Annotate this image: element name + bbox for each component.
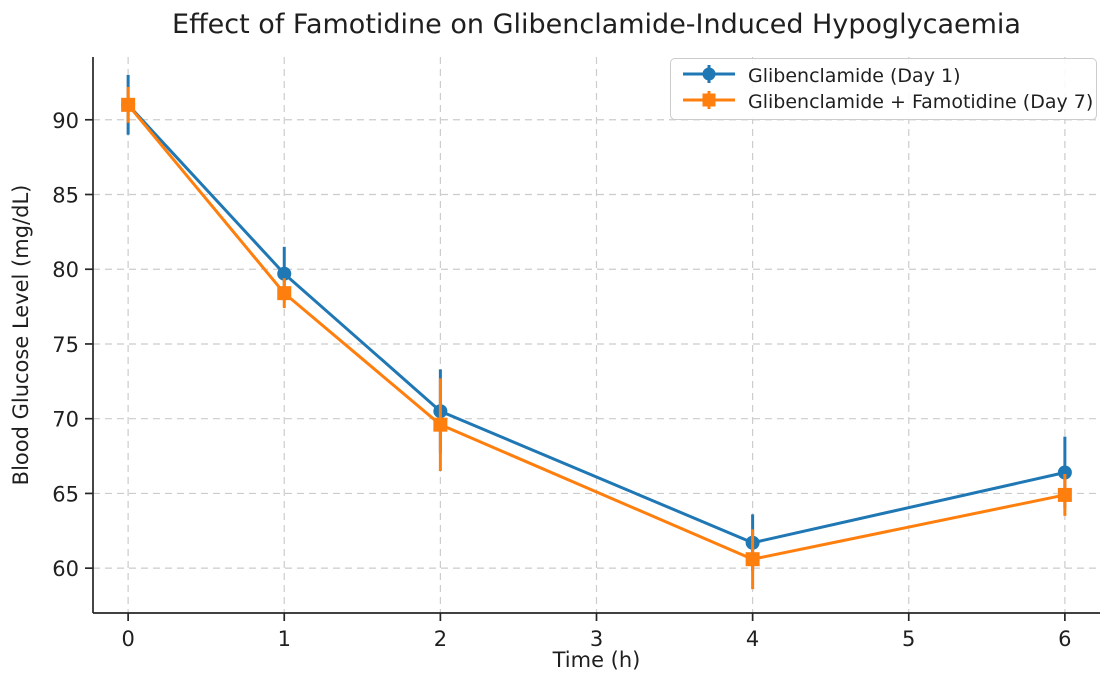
series-line — [126, 103, 1066, 561]
x-tick-label: 0 — [121, 627, 134, 651]
y-tick-label: 85 — [52, 184, 79, 208]
legend-marker — [702, 67, 716, 81]
series-day7 — [121, 86, 1072, 590]
y-tick-label: 80 — [52, 258, 79, 282]
data-point-marker — [121, 97, 136, 112]
legend-sample-glyph — [683, 64, 735, 83]
x-tick-label: 1 — [278, 627, 291, 651]
x-axis-label: Time (h) — [552, 648, 641, 672]
y-tick-label: 90 — [52, 109, 79, 133]
legend-label-day7: Glibenclamide + Famotidine (Day 7) — [748, 91, 1094, 114]
legend-item-day7: Glibenclamide + Famotidine (Day 7) — [681, 89, 1093, 115]
legend: Glibenclamide (Day 1) Glibenclamide + Fa… — [670, 58, 1097, 120]
data-point-marker — [1057, 487, 1072, 502]
legend-sample-glyph — [683, 91, 735, 110]
y-tick-label: 70 — [52, 408, 79, 432]
data-point-marker — [1057, 465, 1072, 480]
data-point-marker — [433, 417, 448, 432]
legend-marker-day7-icon — [681, 89, 737, 115]
x-tick-label: 4 — [746, 627, 759, 651]
legend-label-day1: Glibenclamide (Day 1) — [748, 64, 961, 87]
y-tick-label: 75 — [52, 333, 79, 357]
data-point-marker — [277, 266, 292, 281]
x-tick-label: 2 — [434, 627, 447, 651]
data-point-marker — [277, 286, 292, 301]
legend-item-day1: Glibenclamide (Day 1) — [681, 63, 1088, 89]
chart-title: Effect of Famotidine on Glibenclamide-In… — [172, 9, 1021, 40]
gridlines — [93, 57, 1100, 613]
data-point-marker — [745, 552, 760, 567]
legend-marker-day1-icon — [681, 63, 737, 89]
x-tick-label: 6 — [1058, 627, 1071, 651]
axis-ticks: 0 1 2 3 4 5 6 60 65 70 75 80 85 90 — [52, 109, 1071, 651]
legend-marker — [702, 93, 716, 107]
y-tick-label: 65 — [52, 482, 79, 506]
x-tick-label: 5 — [902, 627, 915, 651]
x-tick-label: 3 — [590, 627, 603, 651]
y-tick-label: 60 — [52, 557, 79, 581]
